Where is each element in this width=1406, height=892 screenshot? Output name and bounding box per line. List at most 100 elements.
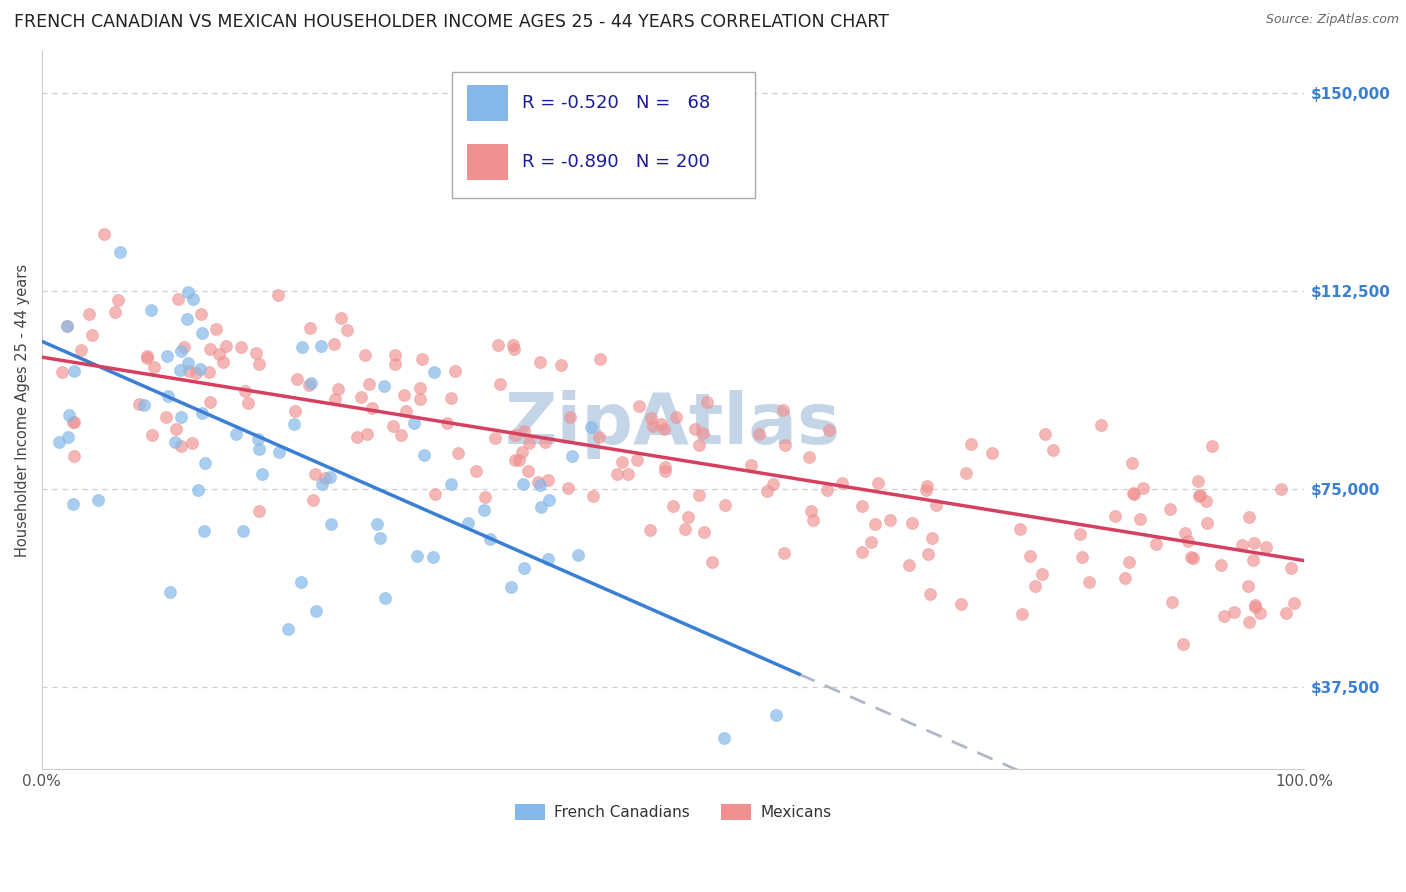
Point bbox=[62, 450, 84, 464]
Point bbox=[1171, 637, 1194, 651]
FancyBboxPatch shape bbox=[453, 72, 755, 198]
Point bbox=[193, 524, 215, 538]
Point bbox=[582, 489, 605, 503]
Point bbox=[863, 517, 886, 532]
Point bbox=[170, 439, 193, 453]
Point bbox=[1122, 487, 1144, 501]
Point bbox=[713, 731, 735, 745]
Point bbox=[1195, 494, 1218, 508]
Point bbox=[93, 227, 115, 242]
Point bbox=[588, 430, 610, 444]
Point bbox=[918, 587, 941, 601]
Point bbox=[859, 535, 882, 549]
Text: Source: ZipAtlas.com: Source: ZipAtlas.com bbox=[1265, 13, 1399, 27]
Point bbox=[408, 392, 430, 407]
Point bbox=[142, 360, 165, 375]
Point bbox=[395, 404, 418, 418]
Point bbox=[360, 401, 382, 416]
Point bbox=[472, 502, 495, 516]
Point bbox=[422, 549, 444, 564]
Point bbox=[748, 427, 770, 442]
Point bbox=[817, 423, 839, 437]
Point bbox=[1188, 489, 1211, 503]
Bar bbox=[467, 145, 508, 180]
Point bbox=[474, 490, 496, 504]
Point bbox=[866, 475, 889, 490]
Point bbox=[392, 388, 415, 402]
Point bbox=[683, 422, 706, 436]
Point bbox=[1129, 512, 1152, 526]
Point bbox=[170, 409, 193, 424]
Point bbox=[198, 395, 221, 409]
Point bbox=[215, 339, 238, 353]
Point bbox=[1174, 526, 1197, 541]
Point bbox=[1090, 417, 1112, 432]
Point bbox=[104, 305, 127, 319]
Point bbox=[1019, 549, 1042, 563]
Point bbox=[1159, 502, 1181, 516]
Point bbox=[373, 379, 395, 393]
Point bbox=[329, 310, 352, 325]
Point bbox=[1239, 510, 1261, 524]
Point bbox=[284, 403, 307, 417]
Text: R = -0.520   N =   68: R = -0.520 N = 68 bbox=[522, 95, 710, 112]
Point bbox=[1282, 596, 1305, 610]
Point bbox=[267, 287, 290, 301]
Point bbox=[512, 477, 534, 491]
Point bbox=[408, 382, 430, 396]
Point bbox=[413, 449, 436, 463]
Point bbox=[1121, 456, 1143, 470]
Point bbox=[177, 285, 200, 299]
Point bbox=[517, 435, 540, 450]
Point bbox=[1270, 482, 1292, 496]
Point bbox=[180, 436, 202, 450]
Point bbox=[1254, 540, 1277, 554]
Point bbox=[479, 533, 502, 547]
Point bbox=[319, 470, 342, 484]
Point bbox=[155, 409, 177, 424]
Point bbox=[831, 475, 853, 490]
Point bbox=[325, 392, 347, 406]
Point bbox=[245, 346, 267, 360]
Point bbox=[529, 355, 551, 369]
Point bbox=[960, 436, 983, 450]
Point bbox=[302, 493, 325, 508]
Point bbox=[132, 398, 155, 412]
Point bbox=[579, 420, 602, 434]
Point bbox=[557, 481, 579, 495]
Point bbox=[512, 560, 534, 574]
Point bbox=[156, 350, 179, 364]
Point bbox=[489, 376, 512, 391]
Point bbox=[322, 337, 344, 351]
Point bbox=[652, 421, 675, 435]
Point bbox=[650, 417, 672, 432]
Point bbox=[319, 516, 342, 531]
Point bbox=[662, 499, 685, 513]
Point bbox=[914, 483, 936, 498]
Point bbox=[1243, 536, 1265, 550]
Point bbox=[1008, 522, 1031, 536]
Point bbox=[70, 343, 93, 357]
Point bbox=[537, 492, 560, 507]
Point bbox=[1275, 606, 1298, 620]
Point bbox=[640, 411, 662, 425]
Point bbox=[190, 307, 212, 321]
Point bbox=[382, 419, 405, 434]
Point bbox=[503, 453, 526, 467]
Point bbox=[436, 416, 458, 430]
Point bbox=[1069, 526, 1091, 541]
Point bbox=[48, 434, 70, 449]
Point bbox=[1033, 426, 1056, 441]
Point bbox=[62, 415, 84, 429]
Point bbox=[269, 444, 291, 458]
Point bbox=[82, 327, 104, 342]
Point bbox=[502, 342, 524, 356]
Point bbox=[688, 488, 710, 502]
Point bbox=[1104, 508, 1126, 523]
Point bbox=[247, 442, 270, 457]
Point bbox=[560, 410, 582, 425]
Point bbox=[163, 435, 186, 450]
Point bbox=[247, 357, 270, 371]
Point bbox=[513, 424, 536, 438]
Point bbox=[654, 460, 676, 475]
